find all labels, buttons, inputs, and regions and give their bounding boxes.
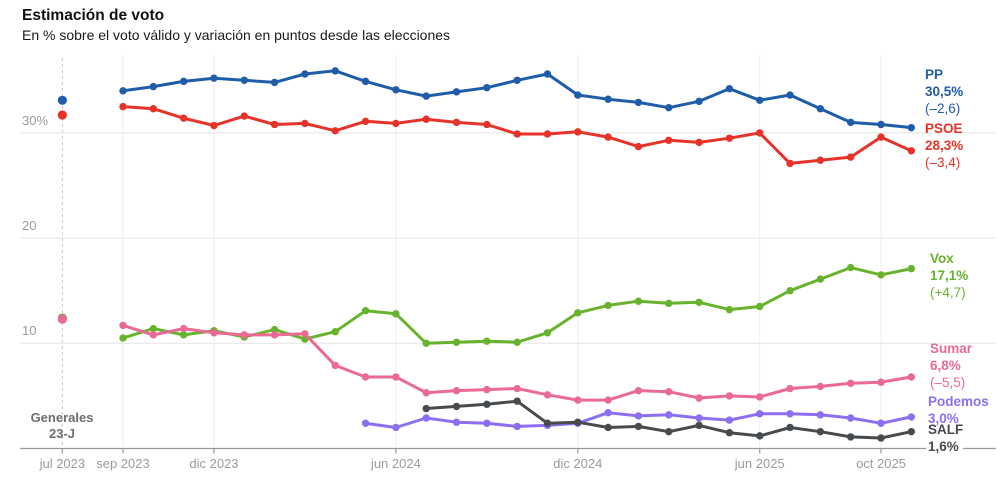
x-tick-label: dic 2024 [553, 456, 603, 471]
legend-salf-name: SALF [928, 422, 964, 437]
page-title: Estimación de voto [22, 7, 165, 24]
election-annotation-line2: 23-J [48, 426, 76, 441]
legend-pp-value: 30,5% [925, 84, 964, 99]
legend-psoe: PSOE 28,3% (–3,4) [925, 120, 963, 171]
legend-salf: SALF 1,6% [926, 421, 964, 455]
page-subtitle: En % sobre el voto válido y variación en… [22, 27, 451, 43]
legend-vox-name: Vox [930, 251, 954, 266]
legend-podemos-value: 3,0% [928, 411, 959, 426]
legend-vox-delta: (+4,7) [930, 285, 966, 300]
legend-sumar-name: Sumar [930, 341, 973, 356]
election-annotation: Generales 23-J [22, 410, 102, 442]
legend-pp-name: PP [925, 67, 944, 82]
legend-psoe-delta: (–3,4) [925, 155, 961, 170]
y-tick-label-10: 10 [22, 323, 37, 338]
x-tick-label: jun 2025 [734, 456, 785, 471]
legend-sumar: Sumar 6,8% (–5,5) [930, 340, 972, 391]
election-annotation-line1: Generales [30, 410, 94, 425]
x-tick-label: jul 2023 [39, 456, 86, 471]
legend-podemos: Podemos 3,0% [928, 393, 989, 427]
legend-psoe-name: PSOE [925, 121, 963, 136]
x-tick-label: oct 2025 [856, 456, 906, 471]
x-tick-label: jun 2024 [370, 456, 421, 471]
legend-sumar-value: 6,8% [930, 358, 961, 373]
legend-sumar-delta: (–5,5) [930, 375, 966, 390]
x-tick-label: dic 2023 [189, 456, 239, 471]
legend-pp-delta: (–2,6) [925, 101, 961, 116]
legend-pp: PP 30,5% (–2,6) [925, 66, 963, 117]
x-tick-label: sep 2023 [96, 456, 150, 471]
legend-podemos-name: Podemos [928, 394, 989, 409]
legend-psoe-value: 28,3% [925, 138, 964, 153]
legend-vox-value: 17,1% [930, 268, 969, 283]
legend-vox: Vox 17,1% (+4,7) [930, 250, 968, 301]
y-tick-label-20: 20 [22, 218, 37, 233]
y-tick-label-30: 30% [22, 113, 49, 128]
legend-salf-value: 1,6% [926, 438, 964, 455]
